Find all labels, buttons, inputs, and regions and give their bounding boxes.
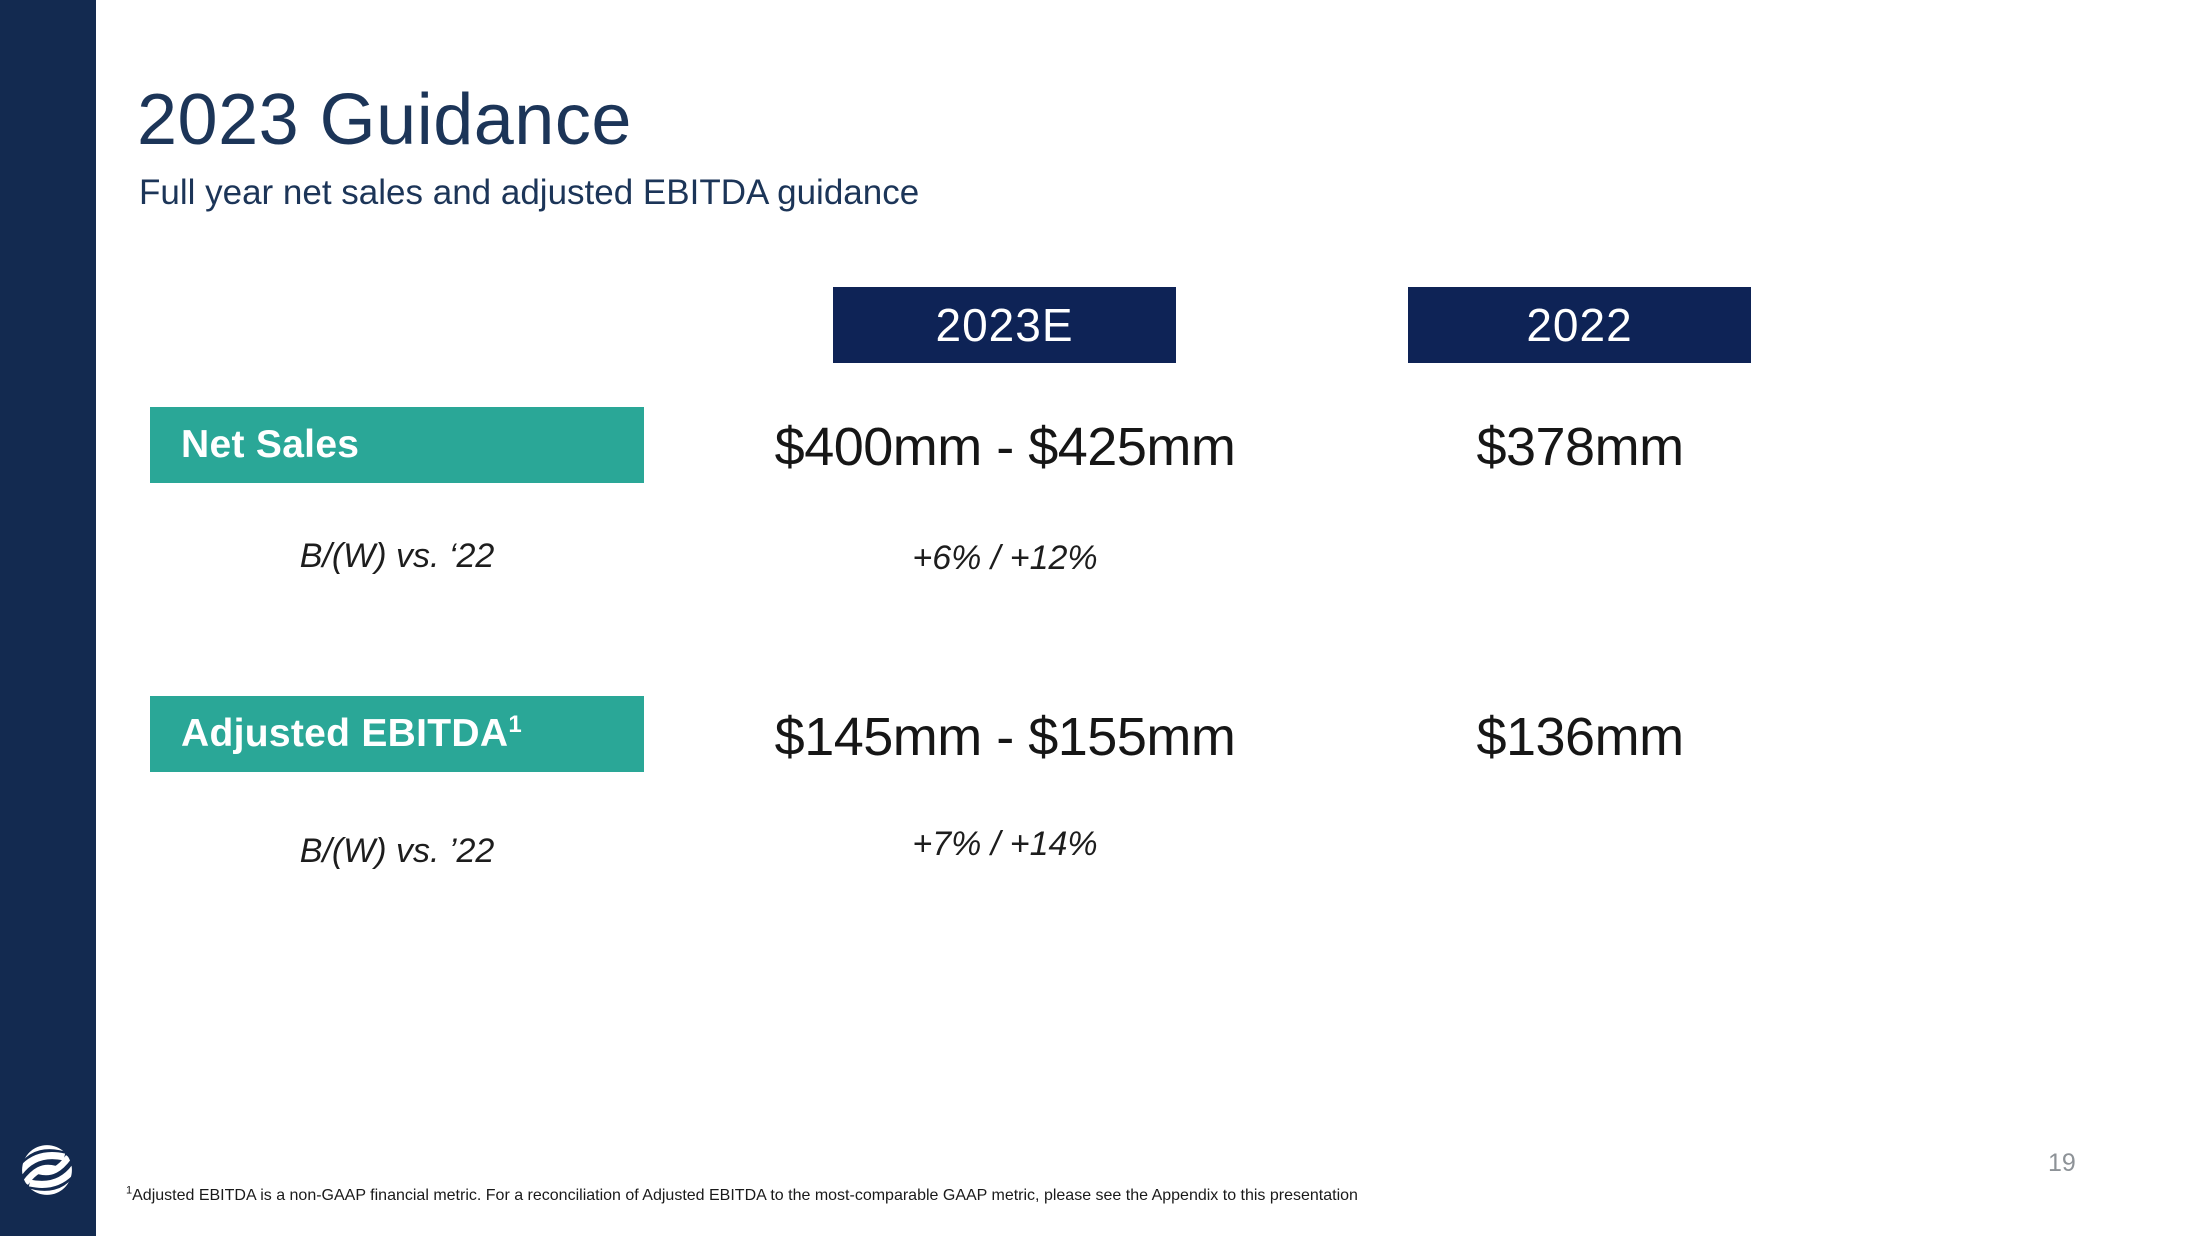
slide-subtitle: Full year net sales and adjusted EBITDA … xyxy=(139,173,920,212)
adjusted-ebitda-delta-label: B/(W) vs. ’22 xyxy=(299,832,495,870)
row-label-superscript: 1 xyxy=(508,711,522,738)
slide-title: 2023 Guidance xyxy=(137,80,632,160)
net-sales-delta-value: +6% / +12% xyxy=(912,539,1098,577)
row-label-text: Adjusted EBITDA xyxy=(181,712,509,755)
adjusted-ebitda-2022-value: $136mm xyxy=(1476,707,1684,767)
footnote: 1Adjusted EBITDA is a non-GAAP financial… xyxy=(126,1184,1358,1206)
column-header-2023e: 2023E xyxy=(833,287,1176,363)
footnote-marker: 1 xyxy=(126,1184,133,1197)
row-label-text: Net Sales xyxy=(181,423,360,466)
page-number: 19 xyxy=(2048,1149,2076,1177)
swirl-globe-logo xyxy=(21,1144,73,1196)
swirl-globe-icon xyxy=(22,1145,72,1195)
row-label-net-sales: Net Sales xyxy=(150,407,644,483)
adjusted-ebitda-delta-value: +7% / +14% xyxy=(912,825,1098,863)
adjusted-ebitda-2023e-value: $145mm - $155mm xyxy=(774,707,1236,767)
left-accent-bar xyxy=(0,0,96,1236)
footnote-text: Adjusted EBITDA is a non-GAAP financial … xyxy=(132,1187,1358,1204)
row-label-adjusted-ebitda: Adjusted EBITDA1 xyxy=(150,696,644,772)
net-sales-2022-value: $378mm xyxy=(1476,417,1684,477)
column-header-2022: 2022 xyxy=(1408,287,1751,363)
net-sales-2023e-value: $400mm - $425mm xyxy=(774,417,1236,477)
net-sales-delta-label: B/(W) vs. ‘22 xyxy=(299,537,495,575)
